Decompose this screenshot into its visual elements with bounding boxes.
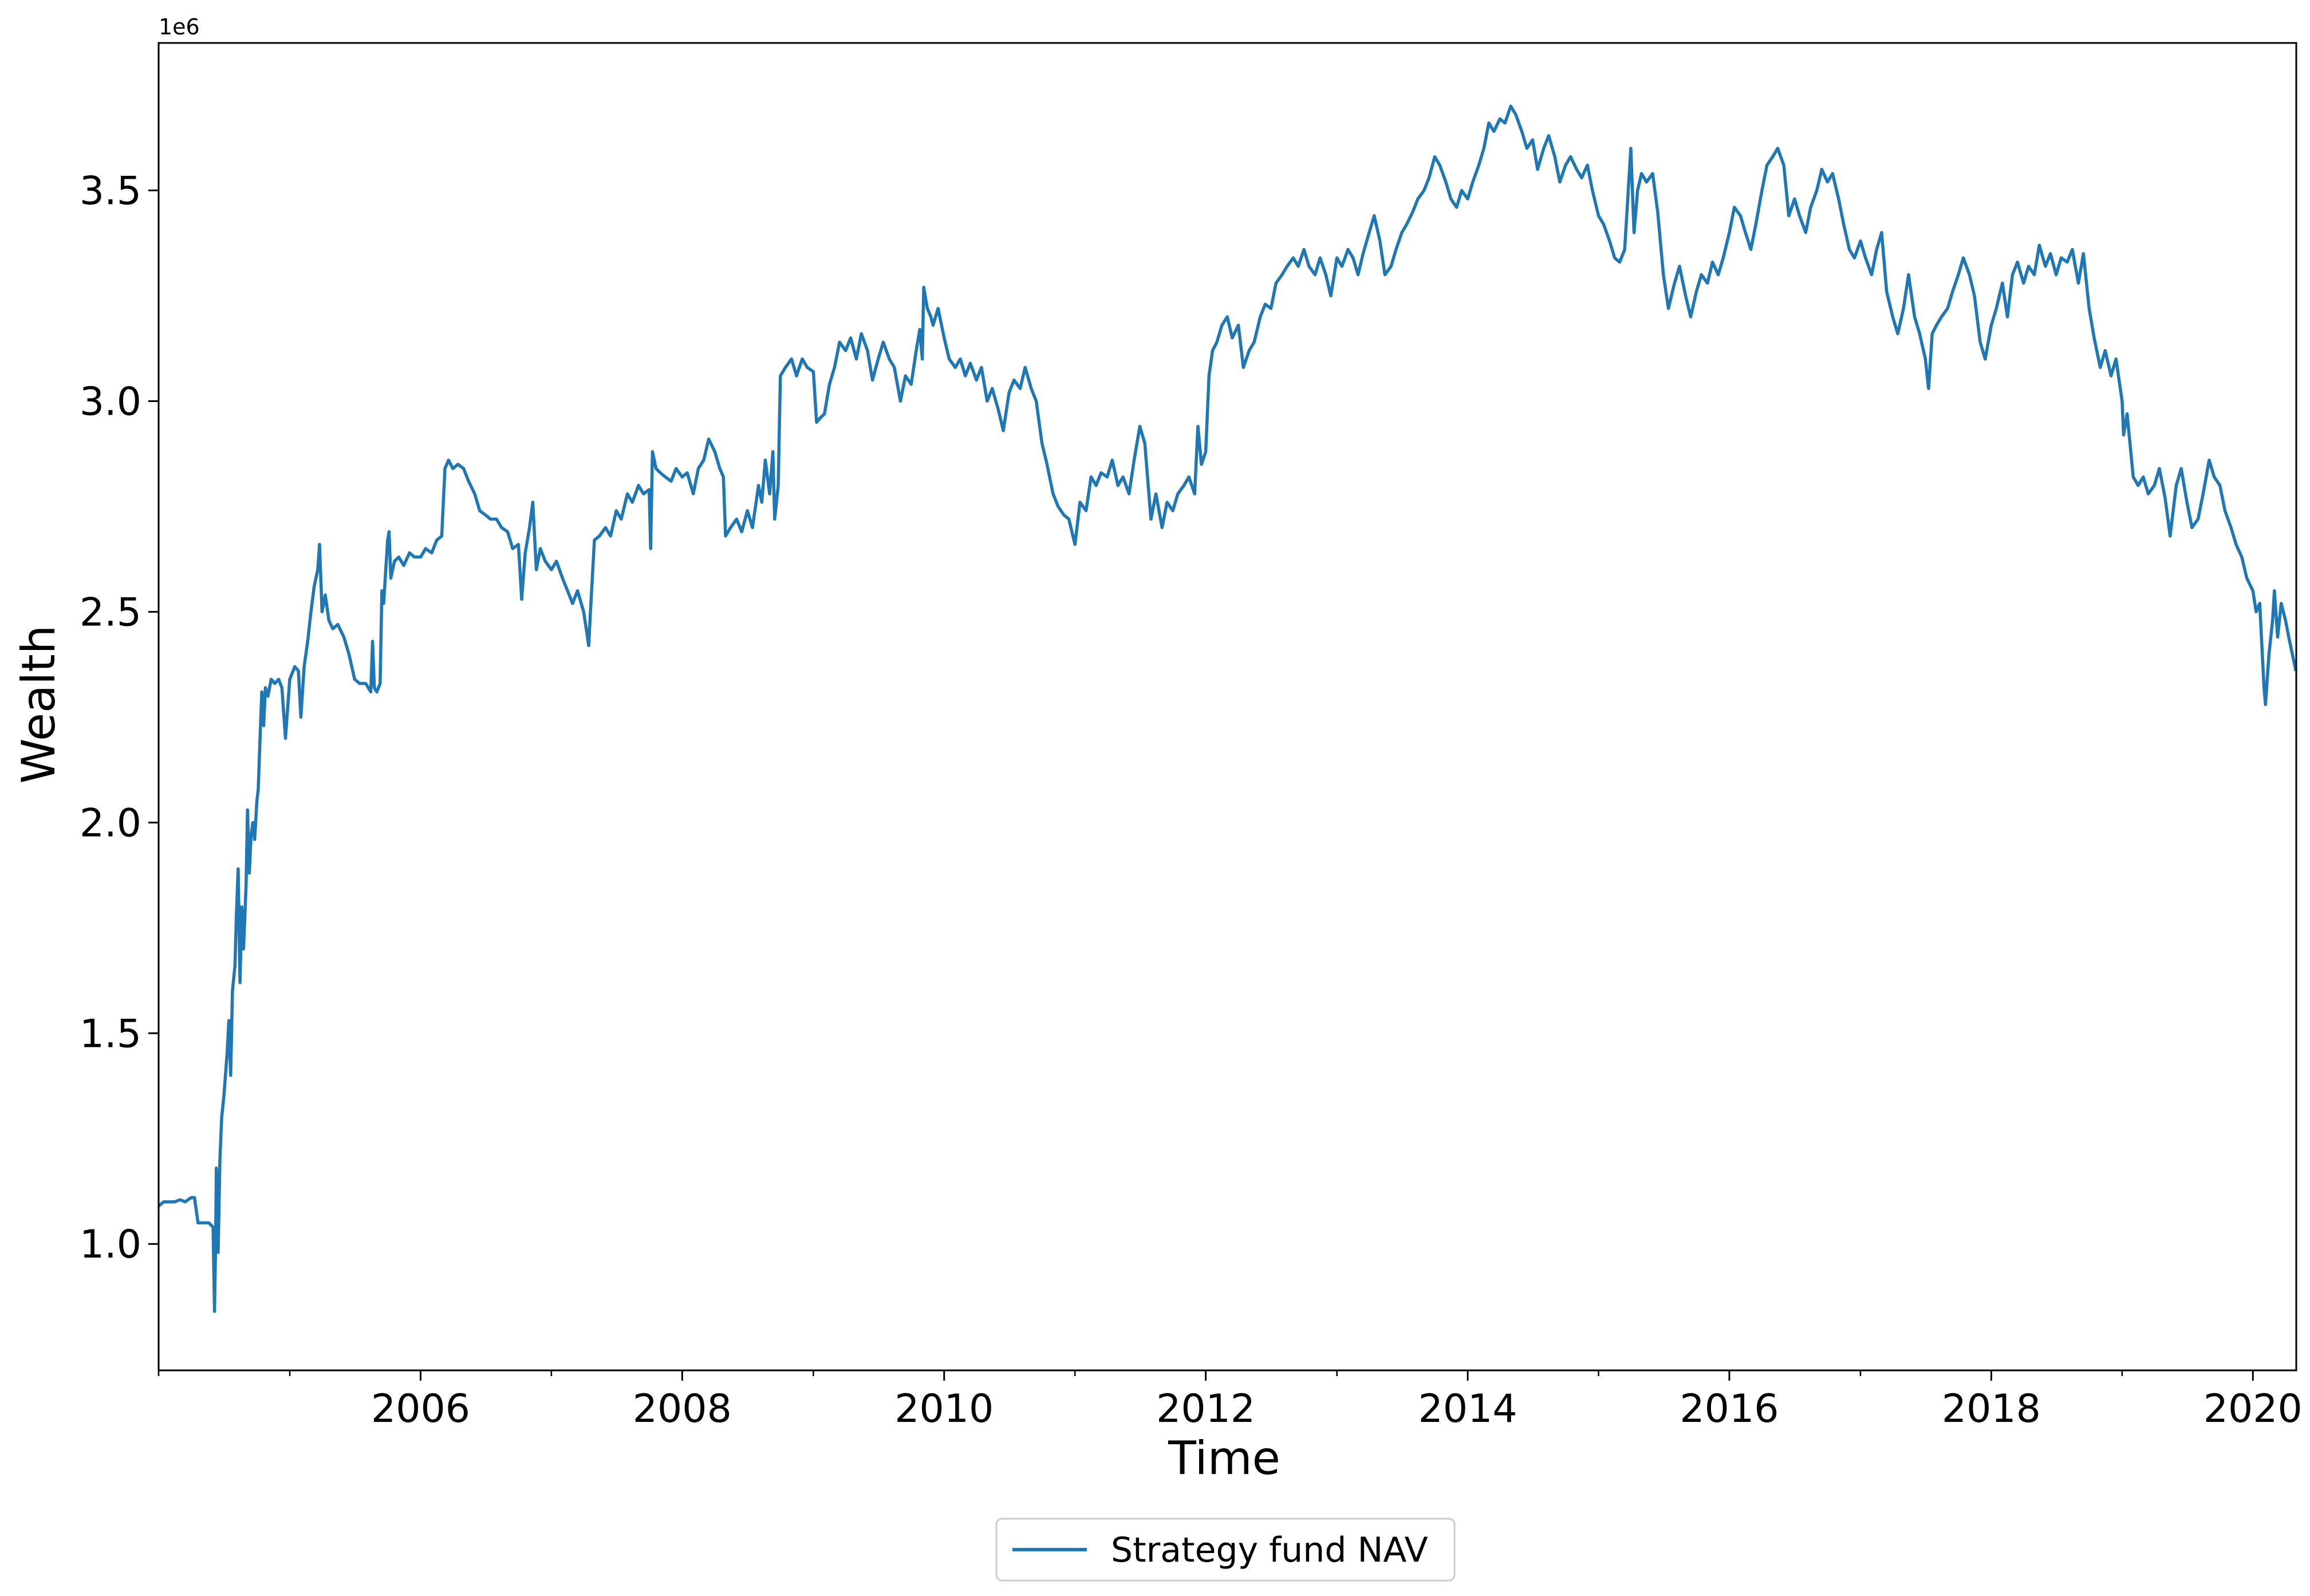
x-tick-label: 2012 [1156,1386,1255,1432]
x-axis-label: Time [1168,1432,1280,1485]
y-tick-label: 2.0 [80,801,141,846]
y-axis-label: Wealth [12,625,65,784]
axes: 1.0 1.5 2.0 2.5 3.0 3.5 2006 2008 2010 2012 2014 20… [80,42,2303,1432]
plot-area [157,104,2298,1313]
plot-frame [157,42,2297,1372]
y-tick-label: 3.5 [80,169,141,214]
y-tick-label: 1.5 [80,1011,141,1057]
x-tick-label: 2020 [2203,1386,2303,1432]
y-tick-label: 1.0 [80,1222,141,1267]
x-tick-label: 2010 [894,1386,994,1432]
y-axis-offset-label: 1e6 [159,14,200,40]
legend-entry-label: Strategy fund NAV [1111,1530,1428,1570]
x-tick-label: 2016 [1680,1386,1779,1432]
legend: Strategy fund NAV [995,1518,1456,1582]
x-tick-label: 2018 [1942,1386,2041,1432]
series-line-0 [157,104,2298,1313]
y-tick-label: 3.0 [80,379,141,424]
y-tick-label: 2.5 [80,590,141,635]
x-tick-label: 2014 [1418,1386,1517,1432]
x-tick-label: 2008 [633,1386,732,1432]
x-tick-label: 2006 [371,1386,470,1432]
legend-frame [995,1518,1456,1582]
